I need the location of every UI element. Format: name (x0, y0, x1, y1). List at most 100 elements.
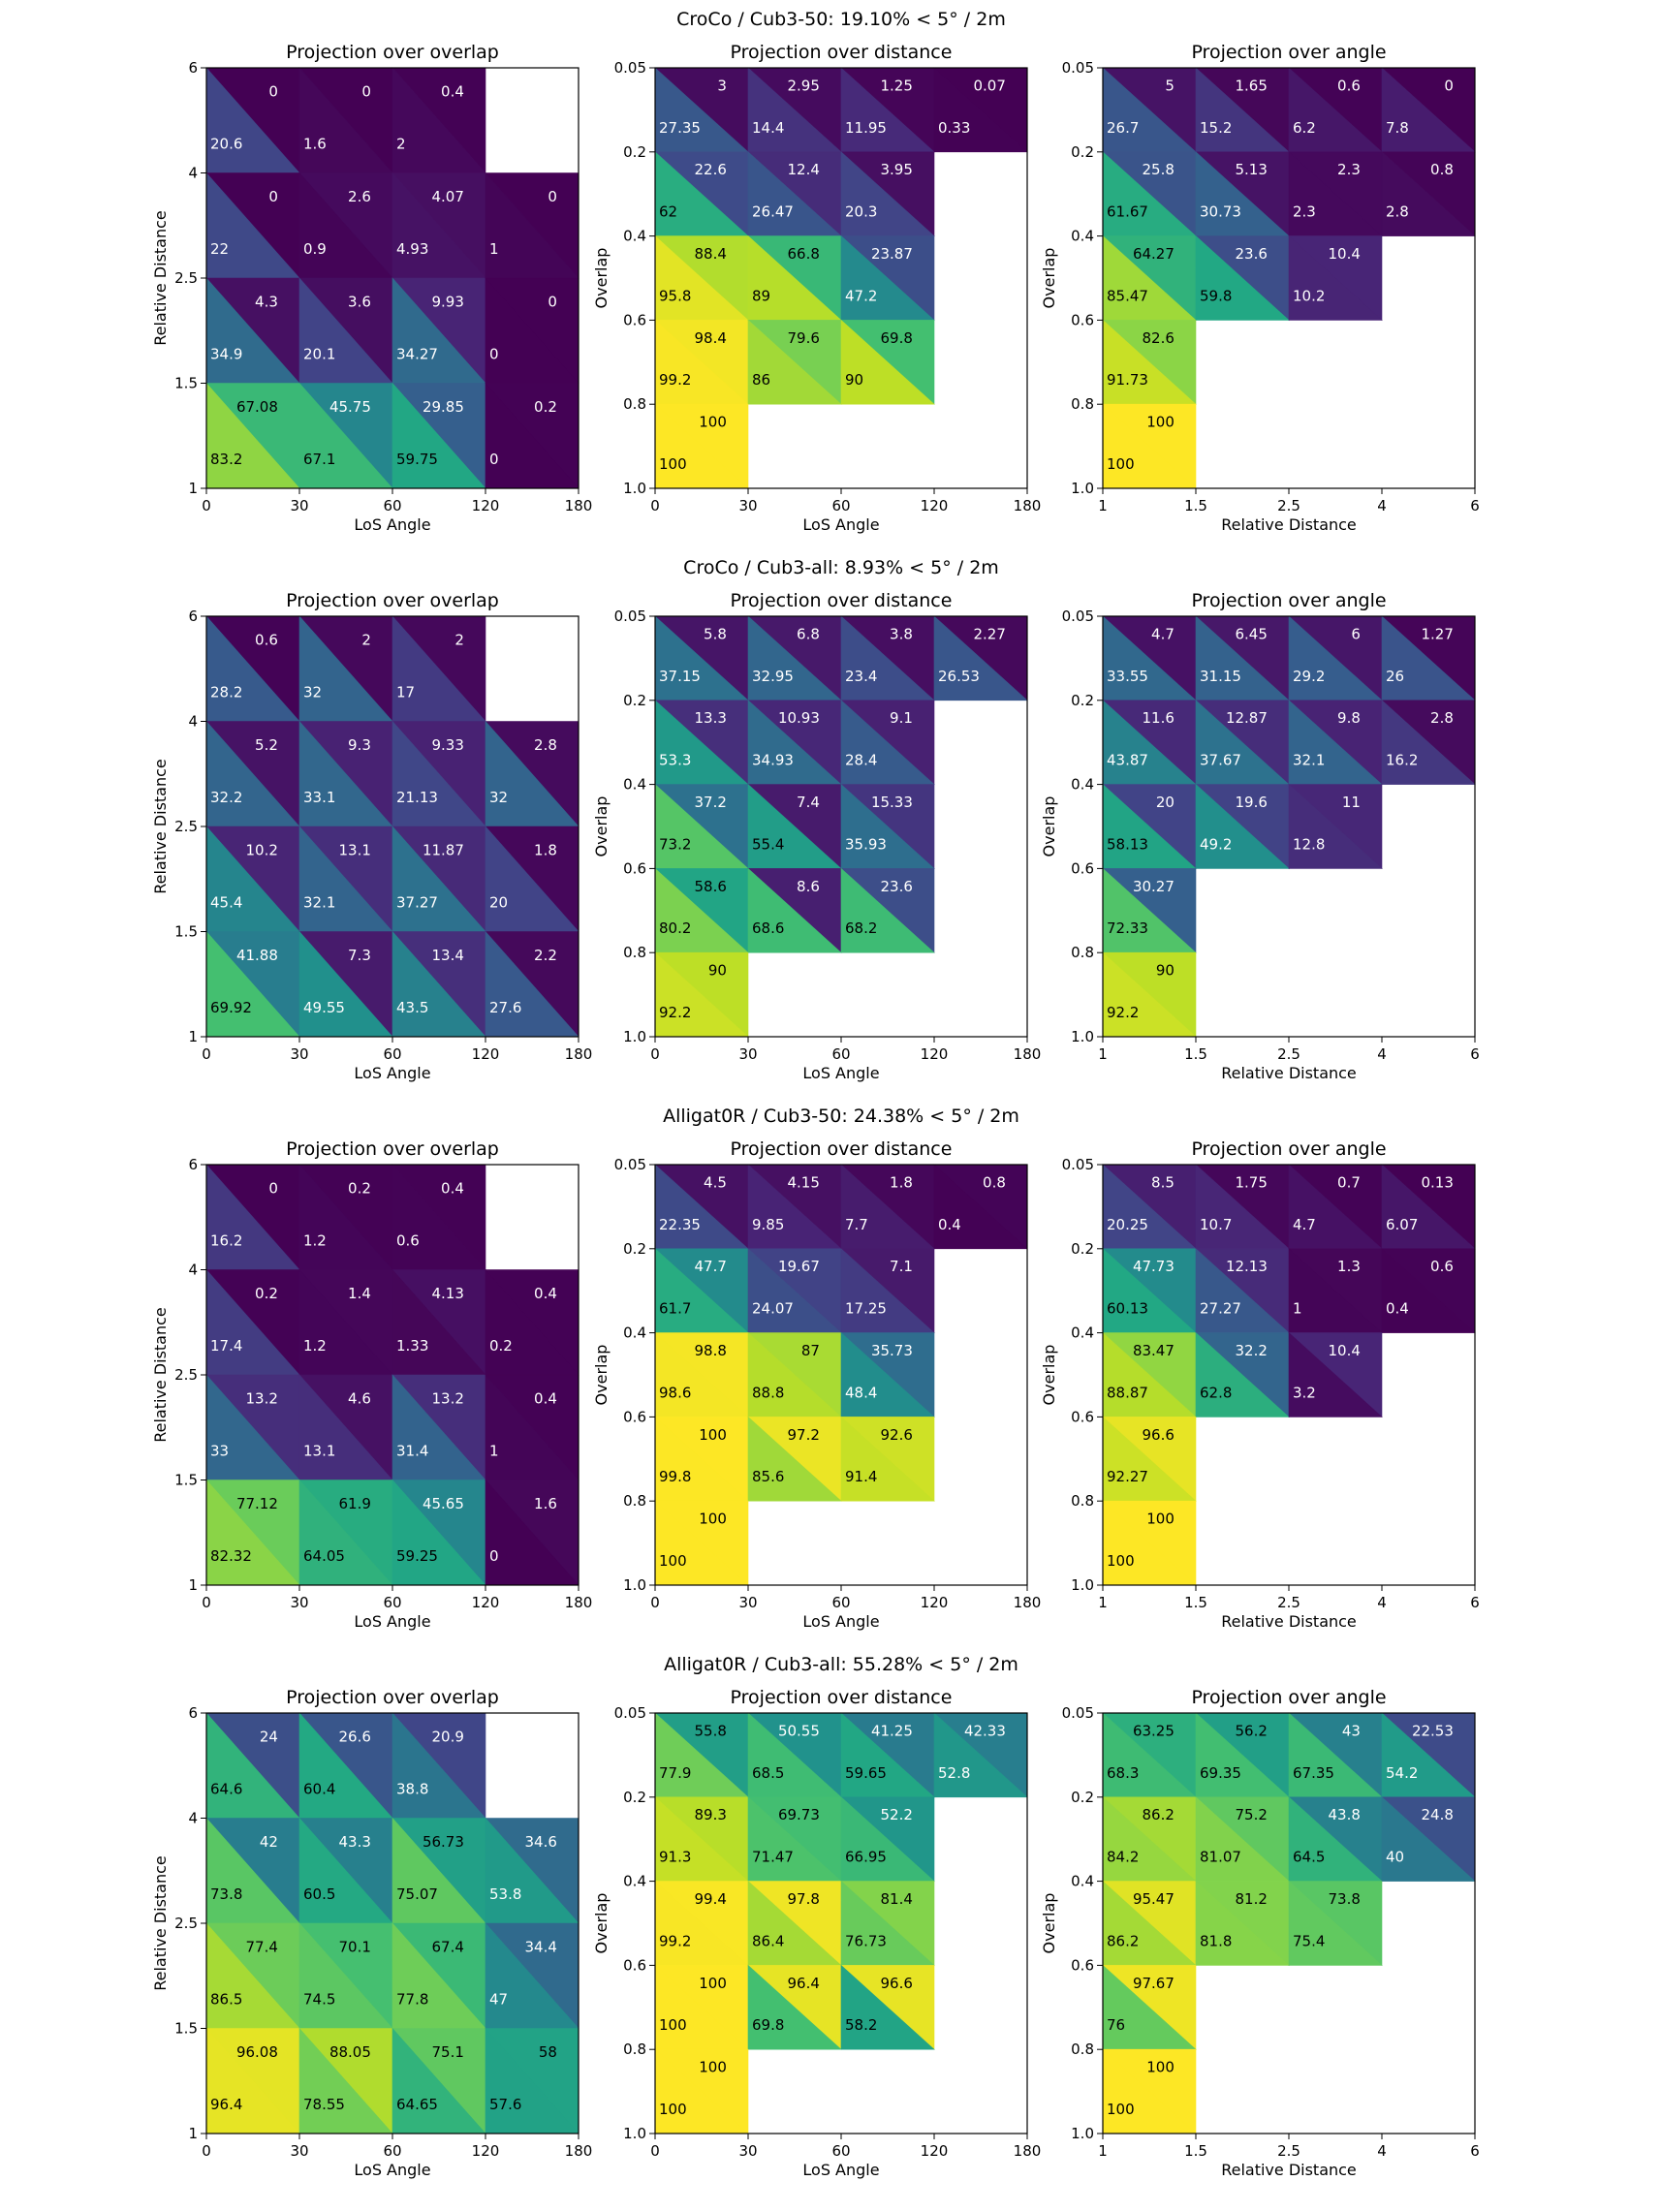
cell-value-upper: 4.3 (255, 293, 278, 310)
cell-value-lower: 96.4 (210, 2096, 242, 2113)
cell-value-upper: 5.2 (255, 736, 278, 754)
cell-value-lower: 9.85 (752, 1216, 784, 1233)
x-tick-label: 180 (1014, 497, 1042, 514)
x-tick-label: 1.5 (1184, 1594, 1207, 1611)
cell-value-lower: 69.8 (752, 2016, 784, 2034)
x-tick-label: 1.5 (1184, 497, 1207, 514)
cell-value-upper: 100 (699, 1511, 727, 1528)
cell-value-lower: 47.2 (845, 287, 877, 304)
x-tick-label: 1 (1098, 2142, 1108, 2160)
cell-value-upper: 23.6 (881, 878, 913, 895)
y-tick-label: 6 (188, 608, 198, 625)
cell-value-upper: 9.3 (348, 736, 371, 754)
y-tick-label: 0.6 (1071, 1408, 1094, 1425)
cell-value-upper: 0.2 (534, 398, 557, 416)
cell-value-upper: 43 (1342, 1722, 1361, 1739)
cell-value-lower: 35.93 (845, 835, 887, 853)
x-axis-label: Relative Distance (1221, 2161, 1357, 2179)
cell-value-upper: 100 (1146, 2059, 1175, 2076)
cell-value-upper: 99.4 (695, 1890, 727, 1908)
cell-value-upper: 12.4 (788, 161, 820, 178)
panel-title: Projection over overlap (286, 1687, 499, 1708)
x-tick-label: 6 (1470, 497, 1480, 514)
cell-value-upper: 0.4 (534, 1389, 557, 1407)
cell-value-upper: 43.8 (1329, 1806, 1361, 1823)
cell-value-upper: 0.6 (1430, 1258, 1454, 1275)
cell-value-lower: 80.2 (659, 919, 691, 937)
cell-value-upper: 2 (454, 631, 464, 648)
y-tick-label: 0.6 (623, 859, 646, 877)
x-tick-label: 180 (565, 2142, 593, 2160)
heatmap-panel: Projection over overlap 24 64.6 26.6 60.4 20.… (151, 1687, 592, 2179)
cell-value-upper: 2.27 (974, 625, 1006, 642)
cell-value-lower: 75.4 (1293, 1932, 1325, 1949)
cell-value-lower: 76 (1107, 2016, 1125, 2034)
cell-value-lower: 59.25 (396, 1547, 438, 1565)
cell-value-upper: 20.9 (432, 1728, 464, 1745)
heatmap-panel: Projection over overlap 0 16.2 0.2 1.2 0.4 0.6… (151, 1138, 592, 1631)
cell-value-lower: 20.3 (845, 203, 877, 221)
cell-value-lower: 85.47 (1107, 287, 1148, 304)
cell-value-upper: 9.33 (432, 736, 464, 754)
y-tick-label: 0.4 (623, 776, 646, 794)
cell-value-lower: 61.67 (1107, 203, 1148, 221)
cell-value-lower: 1 (489, 1443, 499, 1460)
x-tick-label: 6 (1470, 2142, 1480, 2160)
y-axis-label: Overlap (1040, 248, 1058, 309)
y-tick-label: 4 (188, 713, 198, 731)
cell-value-upper: 45.75 (329, 398, 371, 416)
cell-value-upper: 96.6 (1143, 1426, 1175, 1444)
heatmap-cell-lower (747, 319, 842, 405)
heatmap-cell-lower (1381, 700, 1476, 785)
cell-value-upper: 4.13 (432, 1285, 464, 1302)
cell-value-upper: 23.6 (1236, 245, 1268, 263)
y-tick-label: 0.2 (1071, 143, 1094, 161)
cell-value-upper: 2.3 (1337, 161, 1361, 178)
cell-value-upper: 64.27 (1133, 245, 1175, 263)
x-tick-label: 4 (1377, 1594, 1387, 1611)
x-axis-label: LoS Angle (802, 1612, 879, 1631)
cell-value-lower: 81.07 (1200, 1849, 1241, 1866)
cell-value-upper: 19.6 (1236, 794, 1268, 811)
y-tick-label: 0.2 (623, 1789, 646, 1806)
figure-row: Alligat0R / Cub3-50: 24.38% < 5° / 2m Pro… (151, 1106, 1480, 1631)
y-tick-label: 0.2 (1071, 1789, 1094, 1806)
cell-value-upper: 5 (1165, 77, 1175, 94)
heatmap-cell-lower (1288, 1331, 1383, 1418)
cell-value-lower: 53.8 (489, 1885, 521, 1903)
heatmap-cell-lower (1381, 1248, 1476, 1333)
cell-value-upper: 10.93 (778, 709, 820, 727)
cell-value-upper: 3.6 (348, 293, 371, 310)
cell-value-lower: 32 (303, 684, 322, 701)
cell-value-upper: 8.5 (1151, 1173, 1175, 1191)
cell-value-lower: 10.2 (1293, 287, 1325, 304)
cell-value-upper: 32.2 (1236, 1342, 1268, 1359)
cell-value-lower: 0.4 (938, 1216, 961, 1233)
x-tick-label: 180 (565, 497, 593, 514)
cell-value-lower: 32.2 (210, 789, 242, 806)
cell-value-upper: 92.6 (881, 1426, 913, 1444)
heatmap-cell-lower (747, 1416, 842, 1502)
cell-value-lower: 59.65 (845, 1764, 887, 1782)
cell-value-lower: 100 (1107, 1552, 1135, 1570)
cell-value-lower: 86 (752, 371, 770, 389)
cell-value-upper: 0 (548, 293, 557, 310)
y-tick-label: 1.0 (623, 2125, 646, 2142)
y-axis-label: Overlap (1040, 796, 1058, 857)
cell-value-lower: 0 (489, 1547, 499, 1565)
y-tick-label: 0.6 (623, 1956, 646, 1974)
x-tick-label: 6 (1470, 1045, 1480, 1063)
cell-value-upper: 52.2 (881, 1806, 913, 1823)
x-tick-label: 0 (650, 1045, 660, 1063)
cell-value-lower: 67.1 (303, 451, 335, 468)
x-tick-label: 1 (1098, 1594, 1108, 1611)
x-axis-label: Relative Distance (1221, 1612, 1357, 1631)
y-tick-label: 1 (188, 2125, 198, 2142)
cell-value-upper: 0.4 (534, 1285, 557, 1302)
cell-value-upper: 11.87 (423, 841, 464, 858)
cell-value-upper: 2.6 (348, 188, 371, 205)
heatmap-panel: Projection over angle 5 26.7 1.65 15.2 0.6 6.2… (1040, 42, 1480, 534)
cell-value-lower: 48.4 (845, 1384, 877, 1401)
cell-value-upper: 37.2 (695, 794, 727, 811)
heatmap-cell-lower (1195, 1331, 1290, 1418)
